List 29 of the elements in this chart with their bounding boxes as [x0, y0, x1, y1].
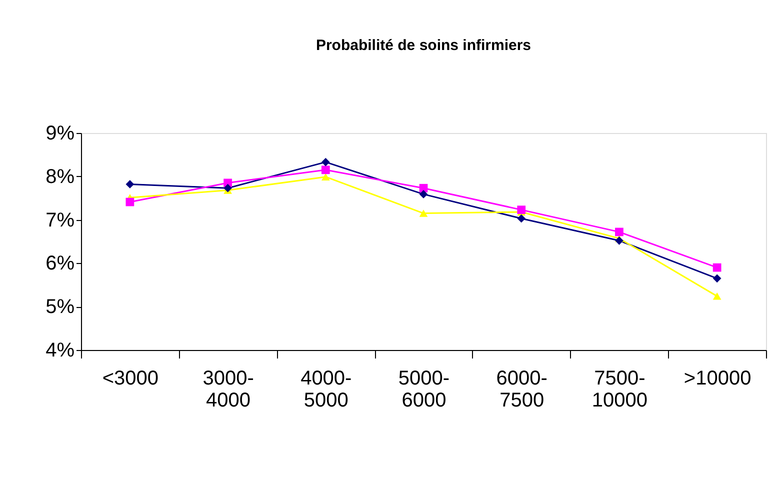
point — [224, 184, 232, 192]
point — [126, 180, 134, 188]
point — [517, 214, 526, 223]
point — [712, 263, 722, 272]
point — [321, 158, 330, 166]
y-tick-label: 5% — [46, 296, 75, 318]
point — [517, 206, 526, 214]
x-tick-label: 3000-4000 — [202, 368, 254, 412]
point — [419, 210, 428, 217]
y-tick-label: 9% — [46, 122, 75, 144]
x-tick-label: 4000-5000 — [300, 368, 352, 412]
point — [712, 274, 722, 283]
point — [126, 198, 134, 206]
x-tick-label: >10000 — [684, 368, 752, 390]
x-tick-label: 7500-10000 — [592, 368, 648, 412]
y-tick-label: 8% — [46, 166, 75, 188]
y-tick-label: 6% — [46, 252, 75, 275]
chart-title: Probabilité de soins infirmiers — [316, 37, 532, 54]
point — [615, 236, 624, 245]
y-tick-label: 4% — [46, 340, 75, 362]
point — [615, 228, 624, 236]
y-tick-label: 7% — [46, 209, 75, 232]
point — [419, 190, 428, 198]
x-tick-label: 5000-6000 — [398, 368, 450, 412]
point — [321, 166, 330, 174]
x-tick-label: 6000-7500 — [496, 368, 548, 412]
x-tick-label: <3000 — [102, 368, 159, 390]
point — [321, 173, 330, 180]
point — [712, 292, 722, 300]
